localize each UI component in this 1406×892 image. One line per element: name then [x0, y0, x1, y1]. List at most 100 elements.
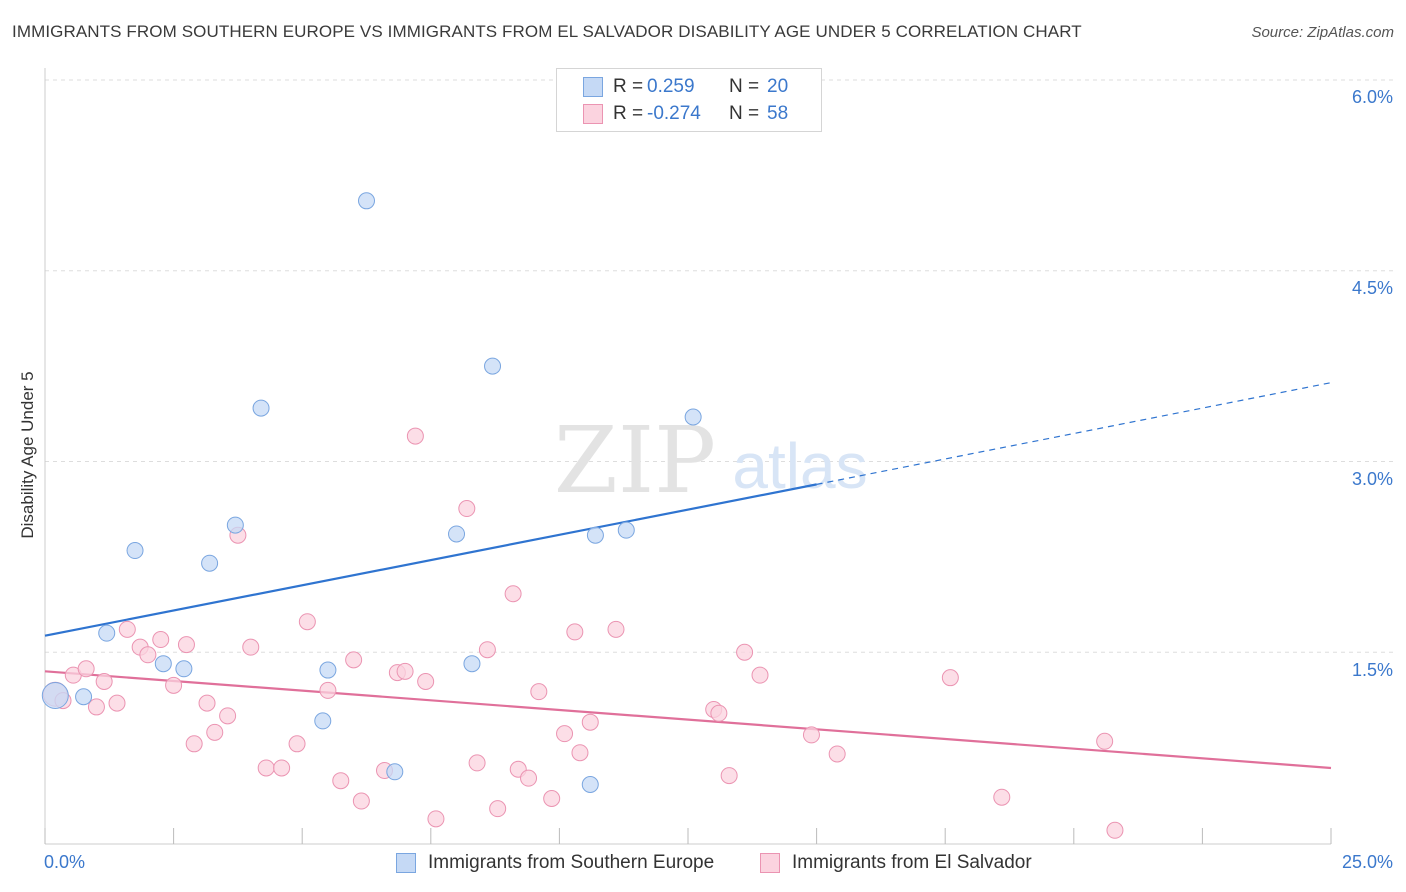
point-southern-europe [358, 192, 375, 210]
point-el-salvador [427, 810, 445, 828]
point-southern-europe [98, 624, 116, 642]
point-el-salvador [118, 620, 136, 638]
point-southern-europe [126, 542, 144, 560]
point-el-salvador [242, 638, 260, 656]
point-el-salvador [177, 636, 195, 654]
axes [44, 68, 1332, 845]
point-el-salvador [406, 427, 424, 445]
point-el-salvador [581, 713, 599, 731]
point-el-salvador [543, 789, 561, 807]
point-southern-europe [314, 712, 332, 730]
point-el-salvador [828, 745, 846, 763]
point-el-salvador [458, 500, 476, 518]
point-el-salvador [152, 631, 170, 649]
watermark: ZIP atlas [554, 407, 868, 514]
point-el-salvador [468, 754, 486, 772]
point-el-salvador [478, 641, 496, 659]
point-el-salvador [77, 660, 95, 678]
point-southern-europe [319, 661, 337, 679]
point-el-salvador [139, 646, 157, 664]
y-tick-label: 3.0% [1351, 469, 1393, 489]
data-points [41, 192, 1124, 839]
bottom-legend-label: Immigrants from Southern Europe [428, 852, 715, 873]
point-southern-europe [41, 681, 69, 709]
legend-row-el-salvador: R = -0.274 N = 58 [583, 101, 788, 127]
point-el-salvador [1106, 821, 1124, 839]
point-el-salvador [345, 651, 363, 669]
point-el-salvador [185, 735, 203, 753]
point-el-salvador [571, 744, 589, 762]
point-el-salvador [802, 726, 820, 744]
point-southern-europe [684, 408, 702, 426]
bottom-legend-label: Immigrants from El Salvador [792, 852, 1032, 873]
legend-n-value: 20 [767, 76, 789, 97]
point-el-salvador [504, 585, 522, 603]
point-southern-europe [463, 655, 481, 673]
chart-title: IMMIGRANTS FROM SOUTHERN EUROPE VS IMMIG… [12, 22, 1082, 41]
legend-n-value: 58 [767, 103, 789, 124]
trend-line-southern-europe [44, 483, 817, 637]
point-el-salvador [198, 694, 216, 712]
bottom-legend-swatch-blue [396, 853, 416, 873]
point-el-salvador [332, 772, 350, 790]
y-tick-label: 4.5% [1351, 278, 1393, 298]
point-el-salvador [396, 662, 414, 680]
source-label: Source: ZipAtlas.com [1251, 24, 1394, 41]
legend-n-label: N = [729, 76, 760, 97]
x-tick-label-min: 0.0% [44, 852, 86, 872]
point-el-salvador [710, 704, 728, 722]
point-el-salvador [751, 666, 769, 684]
bottom-legend-swatch-pink [760, 853, 780, 873]
point-southern-europe [484, 357, 502, 375]
point-el-salvador [108, 694, 126, 712]
bottom-legend-southern-europe: Immigrants from Southern Europe [396, 852, 714, 874]
legend-r-value: -0.274 [647, 103, 701, 124]
point-el-salvador [87, 698, 105, 716]
trend-lines [44, 382, 1332, 770]
legend-swatch-pink [583, 104, 603, 124]
point-southern-europe [201, 554, 219, 572]
legend-row-southern-europe: R = 0.259 N = 20 [583, 74, 788, 100]
point-el-salvador [165, 676, 183, 694]
y-axis-label: Disability Age Under 5 [18, 371, 37, 539]
point-el-salvador [530, 683, 548, 701]
point-el-salvador [219, 707, 237, 725]
point-el-salvador [319, 681, 337, 699]
legend-r-value: 0.259 [647, 76, 695, 97]
legend-n-label: N = [729, 103, 760, 124]
point-el-salvador [993, 788, 1011, 806]
point-el-salvador [736, 643, 754, 661]
point-southern-europe [617, 521, 635, 539]
point-el-salvador [417, 672, 435, 690]
bottom-legend-el-salvador: Immigrants from El Salvador [760, 852, 1032, 874]
point-southern-europe [581, 776, 599, 794]
legend-box: R = 0.259 N = 20 R = -0.274 N = 58 [556, 68, 822, 132]
point-el-salvador [556, 725, 574, 743]
point-el-salvador [607, 620, 625, 638]
point-el-salvador [206, 723, 224, 741]
point-southern-europe [386, 763, 404, 781]
point-southern-europe [586, 526, 604, 544]
legend-r-label: R = [613, 76, 644, 97]
point-southern-europe [226, 516, 244, 534]
point-southern-europe [448, 525, 466, 543]
x-tick-label-max: 25.0% [1341, 852, 1393, 872]
point-southern-europe [154, 655, 172, 673]
point-southern-europe [252, 399, 270, 417]
watermark-atlas: atlas [732, 430, 867, 502]
point-el-salvador [352, 792, 370, 810]
y-tick-label: 6.0% [1351, 87, 1393, 107]
point-el-salvador [566, 623, 584, 641]
point-el-salvador [941, 669, 959, 687]
legend-swatch-blue [583, 77, 603, 97]
trend-line-el-salvador [44, 670, 1332, 770]
y-tick-label: 1.5% [1351, 660, 1393, 680]
legend-r-label: R = [613, 103, 644, 124]
watermark-zip: ZIP [554, 407, 716, 514]
point-el-salvador [520, 769, 538, 787]
point-el-salvador [257, 759, 275, 777]
point-southern-europe [175, 660, 193, 678]
trend-line-southern-europe-extension [816, 382, 1332, 485]
point-el-salvador [489, 800, 507, 818]
